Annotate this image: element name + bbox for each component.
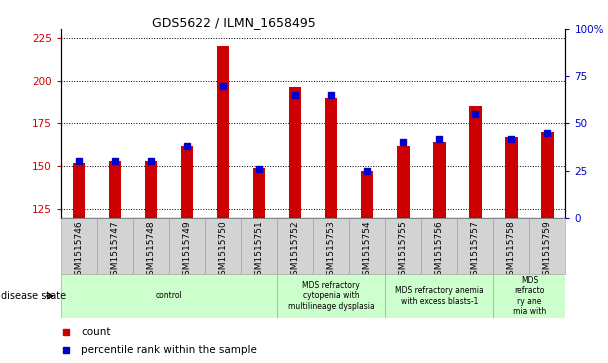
Bar [205,218,241,274]
Text: GSM1515758: GSM1515758 [507,221,516,281]
Bar [385,274,493,318]
Bar [361,171,373,218]
Bar [97,218,133,274]
Bar [385,218,421,274]
Bar [277,218,313,274]
Text: MDS refractory anemia
with excess blasts-1: MDS refractory anemia with excess blasts… [395,286,483,306]
Bar [109,161,121,218]
Bar [216,46,229,218]
Bar [61,274,277,318]
Bar [541,132,554,218]
Text: percentile rank within the sample: percentile rank within the sample [81,345,257,355]
Text: GSM1515757: GSM1515757 [471,221,480,281]
Bar [530,218,565,274]
Bar [421,218,457,274]
Bar [433,142,446,218]
Text: GSM1515751: GSM1515751 [255,221,263,281]
Bar [145,161,157,218]
Bar [277,274,385,318]
Text: GSM1515754: GSM1515754 [363,221,371,281]
Text: GSM1515759: GSM1515759 [543,221,552,281]
Bar [397,146,410,218]
Text: control: control [156,291,182,300]
Bar [253,168,265,218]
Bar [169,218,205,274]
Text: GSM1515747: GSM1515747 [111,221,119,281]
Bar [133,218,169,274]
Text: GSM1515750: GSM1515750 [218,221,227,281]
Text: count: count [81,327,111,337]
Bar [289,87,302,218]
Text: GSM1515752: GSM1515752 [291,221,300,281]
Text: GSM1515756: GSM1515756 [435,221,444,281]
Text: GSM1515753: GSM1515753 [326,221,336,281]
Bar [493,218,530,274]
Bar [349,218,385,274]
Bar [469,106,482,218]
Text: GDS5622 / ILMN_1658495: GDS5622 / ILMN_1658495 [151,16,316,29]
Bar [72,163,85,218]
Bar [181,146,193,218]
Text: GSM1515749: GSM1515749 [182,221,192,281]
Bar [313,218,349,274]
Text: MDS
refracto
ry ane
mia with: MDS refracto ry ane mia with [513,276,546,316]
Text: disease state: disease state [1,291,66,301]
Bar [493,274,565,318]
Text: MDS refractory
cytopenia with
multilineage dysplasia: MDS refractory cytopenia with multilinea… [288,281,375,311]
Bar [61,218,97,274]
Bar [325,98,337,218]
Text: GSM1515748: GSM1515748 [147,221,156,281]
Bar [505,137,517,218]
Text: GSM1515746: GSM1515746 [74,221,83,281]
Bar [241,218,277,274]
Text: GSM1515755: GSM1515755 [399,221,408,281]
Bar [457,218,493,274]
